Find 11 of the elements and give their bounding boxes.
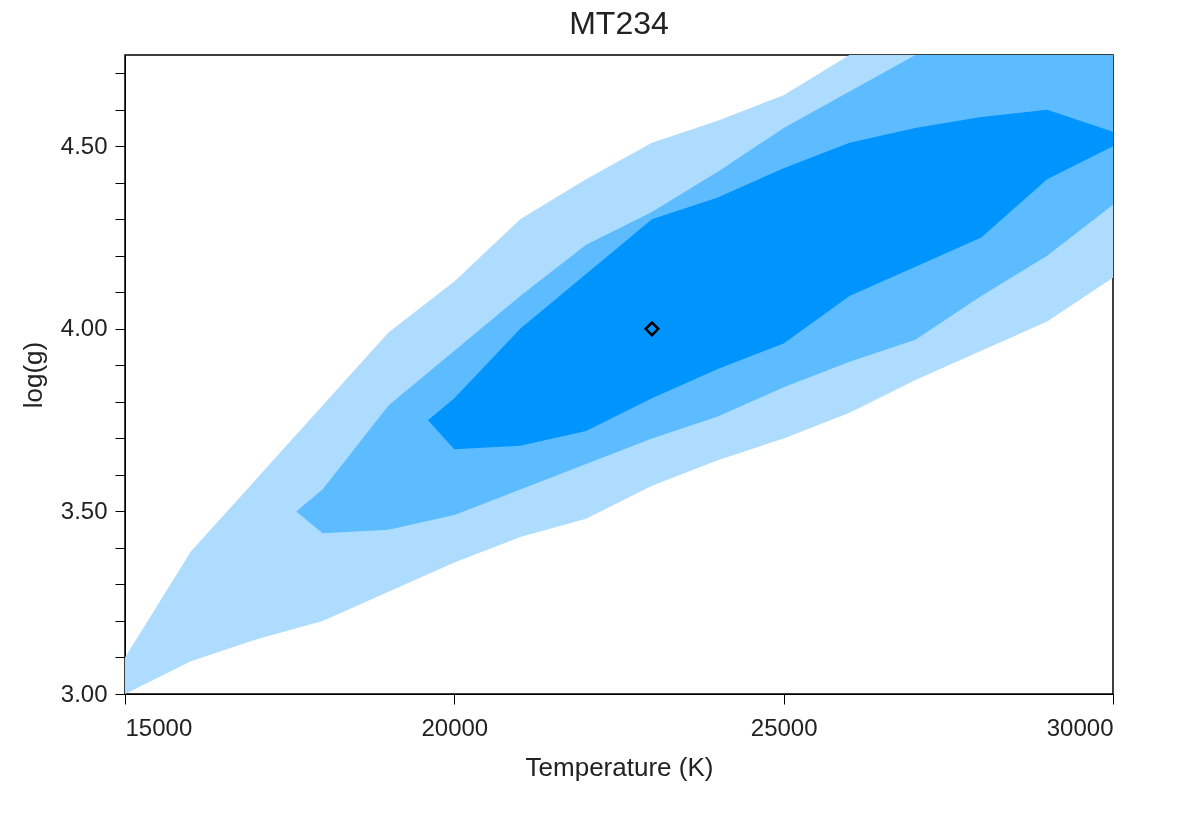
chart-title: MT234 [569,5,669,41]
x-tick-label: 30000 [1046,713,1114,741]
x-tick-label: 20000 [421,713,489,741]
x-tick-label: 15000 [125,713,193,741]
y-tick-label: 3.50 [60,496,108,524]
y-tick-label: 4.50 [60,131,108,159]
x-axis-title: Temperature (K) [525,751,714,782]
y-axis-title: log(g) [17,341,48,409]
x-tick-label: 25000 [750,713,818,741]
y-tick-label: 3.00 [60,679,108,707]
y-tick-label: 4.00 [60,314,108,342]
